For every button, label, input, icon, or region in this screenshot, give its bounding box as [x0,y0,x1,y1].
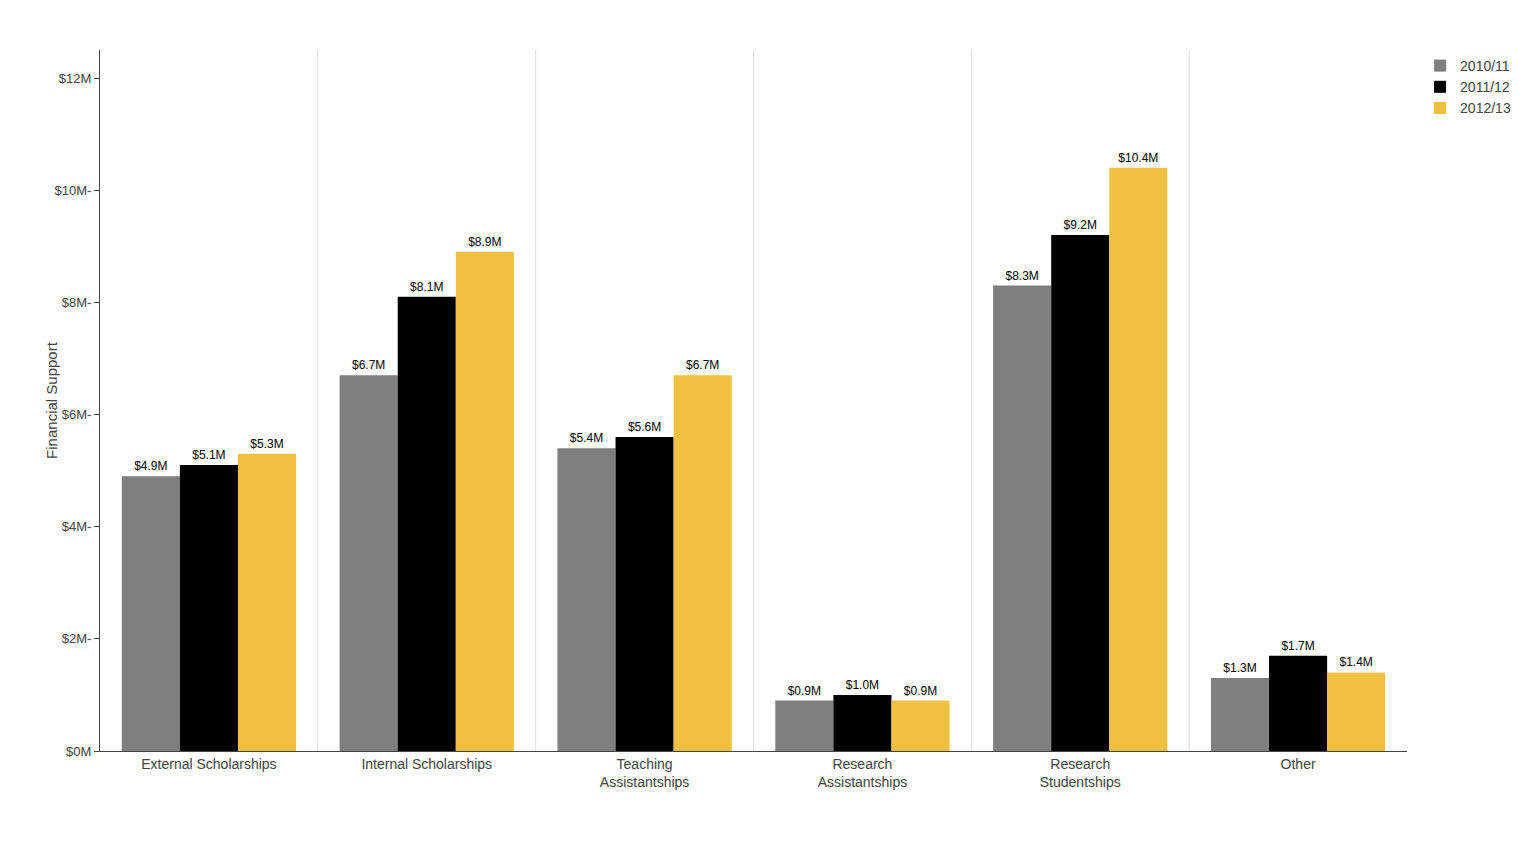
svg-text:$1.4M: $1.4M [1339,655,1372,669]
svg-text:$6.7M: $6.7M [686,358,719,372]
svg-text:$1.0M: $1.0M [846,678,879,692]
svg-text:$5.3M: $5.3M [250,437,283,451]
svg-text:$9.2M: $9.2M [1064,218,1097,232]
svg-text:$0M: $0M [66,744,91,759]
svg-text:$4.9M: $4.9M [134,459,167,473]
svg-text:2012/13: 2012/13 [1460,100,1511,116]
svg-text:ResearchStudentships: ResearchStudentships [1040,756,1121,790]
svg-text:ResearchAssistantships: ResearchAssistantships [818,756,907,790]
svg-text:$1.7M: $1.7M [1281,639,1314,653]
svg-text:2011/12: 2011/12 [1460,79,1510,95]
svg-text:$1.3M: $1.3M [1223,661,1256,675]
svg-text:$0.9M: $0.9M [904,684,937,698]
svg-text:$10.4M: $10.4M [1118,151,1158,165]
svg-text:$8M-: $8M- [62,295,92,310]
svg-text:$6.7M: $6.7M [352,358,385,372]
svg-text:$8.9M: $8.9M [468,235,501,249]
svg-text:$5.6M: $5.6M [628,420,661,434]
svg-text:$8.1M: $8.1M [410,280,443,294]
svg-text:$2M-: $2M- [62,631,92,646]
svg-text:$5.1M: $5.1M [192,448,225,462]
svg-text:Financial Support: Financial Support [43,341,60,459]
svg-text:2010/11: 2010/11 [1460,58,1510,74]
svg-text:$12M: $12M [59,71,92,86]
svg-text:$0.9M: $0.9M [788,684,821,698]
svg-text:Other: Other [1281,756,1316,772]
svg-text:External Scholarships: External Scholarships [141,756,276,772]
svg-text:$10M-: $10M- [55,183,92,198]
svg-text:TeachingAssistantships: TeachingAssistantships [600,756,689,790]
svg-text:$6M-: $6M- [62,407,92,422]
svg-text:Internal Scholarships: Internal Scholarships [361,756,492,772]
svg-text:$4M-: $4M- [62,519,92,534]
svg-text:$5.4M: $5.4M [570,431,603,445]
svg-text:$8.3M: $8.3M [1005,269,1038,283]
